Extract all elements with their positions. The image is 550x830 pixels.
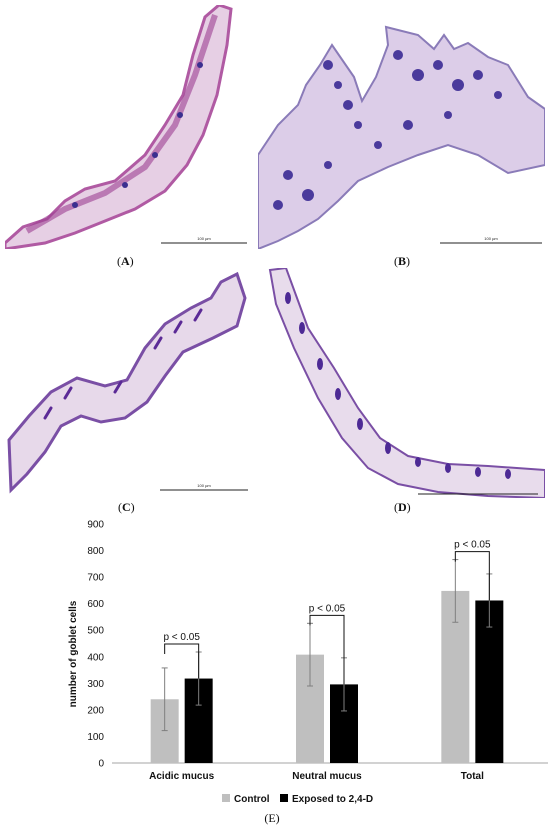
x-category-label: Acidic mucus xyxy=(149,771,214,782)
y-tick-label: 800 xyxy=(87,546,104,557)
significance-bracket xyxy=(454,551,490,601)
micrograph-panel-b: 100 µm xyxy=(258,5,545,249)
significance-label: p < 0.05 xyxy=(454,540,491,551)
epithelium-tissue xyxy=(7,271,247,494)
panel-label-c: (C) xyxy=(118,500,135,514)
chart-legend: Control Exposed to 2,4-D xyxy=(222,794,373,805)
panel-label-e: (E) xyxy=(264,811,279,825)
panel-label-a: (A) xyxy=(117,254,134,268)
legend-entry: Exposed to 2,4-D xyxy=(292,794,373,805)
significance-label: p < 0.05 xyxy=(163,632,200,643)
significance-label: p < 0.05 xyxy=(309,603,346,614)
bar-exposed xyxy=(475,600,504,763)
legend-swatch xyxy=(280,794,288,802)
epithelium-tissue xyxy=(5,5,233,249)
epithelium-tissue xyxy=(258,25,545,249)
panel-label-b: (B) xyxy=(394,254,411,268)
x-category-label: Neutral mucus xyxy=(292,771,362,782)
micrograph-panel-a: 100 µm xyxy=(5,5,249,249)
scale-bar-label: 100 µm xyxy=(197,483,211,488)
y-tick-label: 300 xyxy=(87,679,104,690)
scale-bar-label: 100 µm xyxy=(197,236,211,241)
scale-bar-label: 100 µm xyxy=(484,236,498,241)
x-category-label: Total xyxy=(461,771,484,782)
y-tick-label: 200 xyxy=(87,705,104,716)
y-tick-label: 900 xyxy=(87,520,104,531)
epithelium-tissue xyxy=(268,268,545,498)
micrograph-panel-d xyxy=(268,268,545,498)
y-tick-label: 100 xyxy=(87,732,104,743)
legend-entry: Control xyxy=(234,794,270,805)
legend-swatch xyxy=(222,794,230,802)
micrograph-panel-c: 100 µm xyxy=(5,268,249,498)
significance-bracket xyxy=(164,643,200,679)
significance-bracket xyxy=(309,614,345,685)
y-tick-label: 700 xyxy=(87,573,104,584)
y-tick-label: 600 xyxy=(87,599,104,610)
y-axis-label: number of goblet cells xyxy=(68,600,79,707)
panel-label-d: (D) xyxy=(394,500,411,514)
y-tick-label: 400 xyxy=(87,652,104,663)
y-tick-label: 0 xyxy=(98,759,104,770)
goblet-cell-bar-chart: 0 100 200 300 400 500 600 700 800 900 Acidic mucu… xyxy=(68,520,548,825)
y-tick-label: 500 xyxy=(87,626,104,637)
